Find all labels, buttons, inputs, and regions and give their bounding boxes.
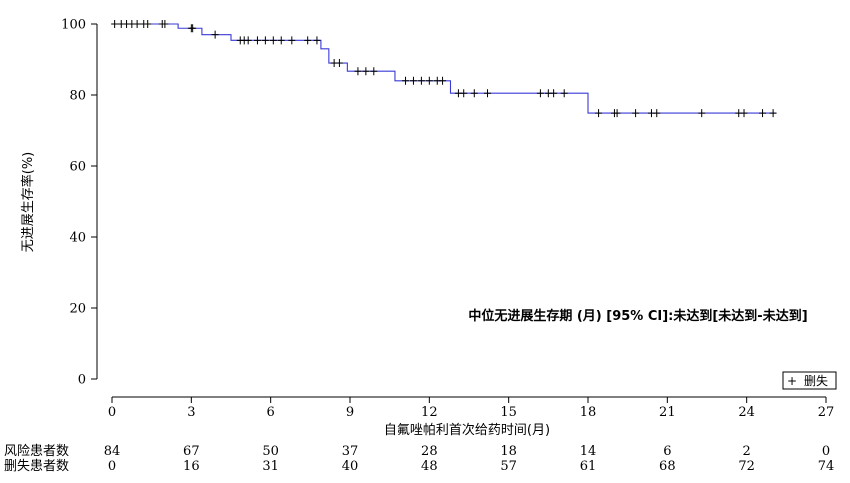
- censor-mark: [244, 36, 252, 45]
- legend: + 删失: [782, 371, 837, 390]
- censor-mark: [313, 36, 321, 45]
- axes: 0 20 40 60 80 100 0 3 6 9 12 15 18 21 24 27: [61, 18, 834, 421]
- censor-mark: [740, 109, 748, 118]
- censor-mark: [269, 36, 277, 45]
- censor-mark: [550, 89, 558, 98]
- risk-row-label: 风险患者数: [4, 444, 69, 459]
- censor-mark: [425, 76, 433, 85]
- censor-mark: [253, 36, 261, 45]
- y-tick-label: 60: [69, 160, 86, 175]
- censor-mark: [409, 76, 417, 85]
- legend-box: [782, 371, 837, 390]
- risk-value: 50: [262, 444, 279, 459]
- risk-value: 28: [421, 444, 438, 459]
- median-pfs-annotation: 中位无进展生存期 (月) [95% CI]:未达到[未达到-未达到]: [468, 308, 807, 324]
- censor-mark: [632, 109, 640, 118]
- censor-mark: [759, 109, 767, 118]
- censor-mark: [288, 36, 296, 45]
- risk-value: 40: [342, 459, 359, 474]
- legend-symbol: +: [787, 374, 797, 388]
- censor-mark: [362, 67, 370, 76]
- y-tick-label: 100: [61, 18, 86, 33]
- x-tick-label: 6: [267, 405, 275, 420]
- censor-mark: [613, 109, 621, 118]
- risk-value: 0: [108, 459, 116, 474]
- x-tick-label: 27: [818, 405, 835, 420]
- censor-mark: [161, 20, 169, 28]
- y-tick-label: 40: [69, 231, 86, 246]
- censor-mark: [111, 20, 119, 28]
- risk-value: 16: [183, 459, 200, 474]
- censor-marks-group: [111, 20, 777, 118]
- censor-mark: [144, 20, 152, 28]
- censor-mark: [354, 67, 362, 76]
- risk-value: 74: [818, 459, 835, 474]
- censor-mark: [417, 76, 425, 85]
- x-axis-title: 自氟唑帕利首次给药时间(月): [384, 422, 550, 438]
- y-tick-label: 80: [69, 89, 86, 104]
- x-tick-label: 18: [580, 405, 597, 420]
- y-tick-label: 20: [69, 302, 86, 317]
- censor-mark: [484, 89, 492, 98]
- risk-value: 6: [663, 444, 671, 459]
- risk-value: 61: [580, 459, 597, 474]
- risk-row-label: 删失患者数: [4, 459, 69, 474]
- risk-value: 57: [500, 459, 517, 474]
- censor-mark: [304, 36, 312, 45]
- risk-value: 18: [500, 444, 517, 459]
- risk-value: 68: [659, 459, 676, 474]
- survival-curve: [112, 23, 776, 114]
- censor-mark: [189, 24, 197, 33]
- risk-value: 48: [421, 459, 438, 474]
- censor-mark: [460, 89, 468, 98]
- risk-value: 84: [104, 444, 121, 459]
- x-tick-label: 21: [659, 405, 676, 420]
- risk-value: 14: [580, 444, 597, 459]
- risk-value: 2: [743, 444, 751, 459]
- censor-mark: [769, 109, 777, 118]
- x-tick-label: 12: [421, 405, 438, 420]
- censor-mark: [335, 59, 343, 68]
- x-tick-label: 15: [500, 405, 517, 420]
- censor-mark: [439, 76, 447, 85]
- legend-label: 删失: [804, 373, 828, 388]
- censor-mark: [211, 30, 219, 39]
- censor-mark: [698, 109, 706, 118]
- censor-mark: [133, 20, 141, 28]
- risk-value: 37: [342, 444, 359, 459]
- censor-mark: [470, 89, 478, 98]
- y-tick-label: 0: [78, 373, 86, 388]
- risk-value: 31: [262, 459, 279, 474]
- censor-mark: [277, 36, 285, 45]
- censor-mark: [653, 109, 661, 118]
- censor-mark: [595, 109, 603, 118]
- risk-value: 72: [738, 459, 755, 474]
- censor-mark: [560, 89, 568, 98]
- risk-value: 67: [183, 444, 200, 459]
- y-axis-title: 无进展生存率(%): [20, 152, 36, 253]
- risk-value: 0: [822, 444, 830, 459]
- censor-mark: [402, 76, 410, 85]
- x-tick-label: 24: [738, 405, 755, 420]
- x-tick-label: 3: [187, 405, 195, 420]
- survival-curve-group: [112, 23, 776, 114]
- x-tick-label: 9: [346, 405, 354, 420]
- risk-table: 风险患者数 84 67 50 37 28 18 14 6 2 0 删失患者数 0 16 31 40 48 57 61…: [4, 444, 834, 474]
- censor-mark: [370, 67, 378, 76]
- censor-mark: [536, 89, 544, 98]
- x-tick-label: 0: [108, 405, 116, 420]
- censor-mark: [261, 36, 269, 45]
